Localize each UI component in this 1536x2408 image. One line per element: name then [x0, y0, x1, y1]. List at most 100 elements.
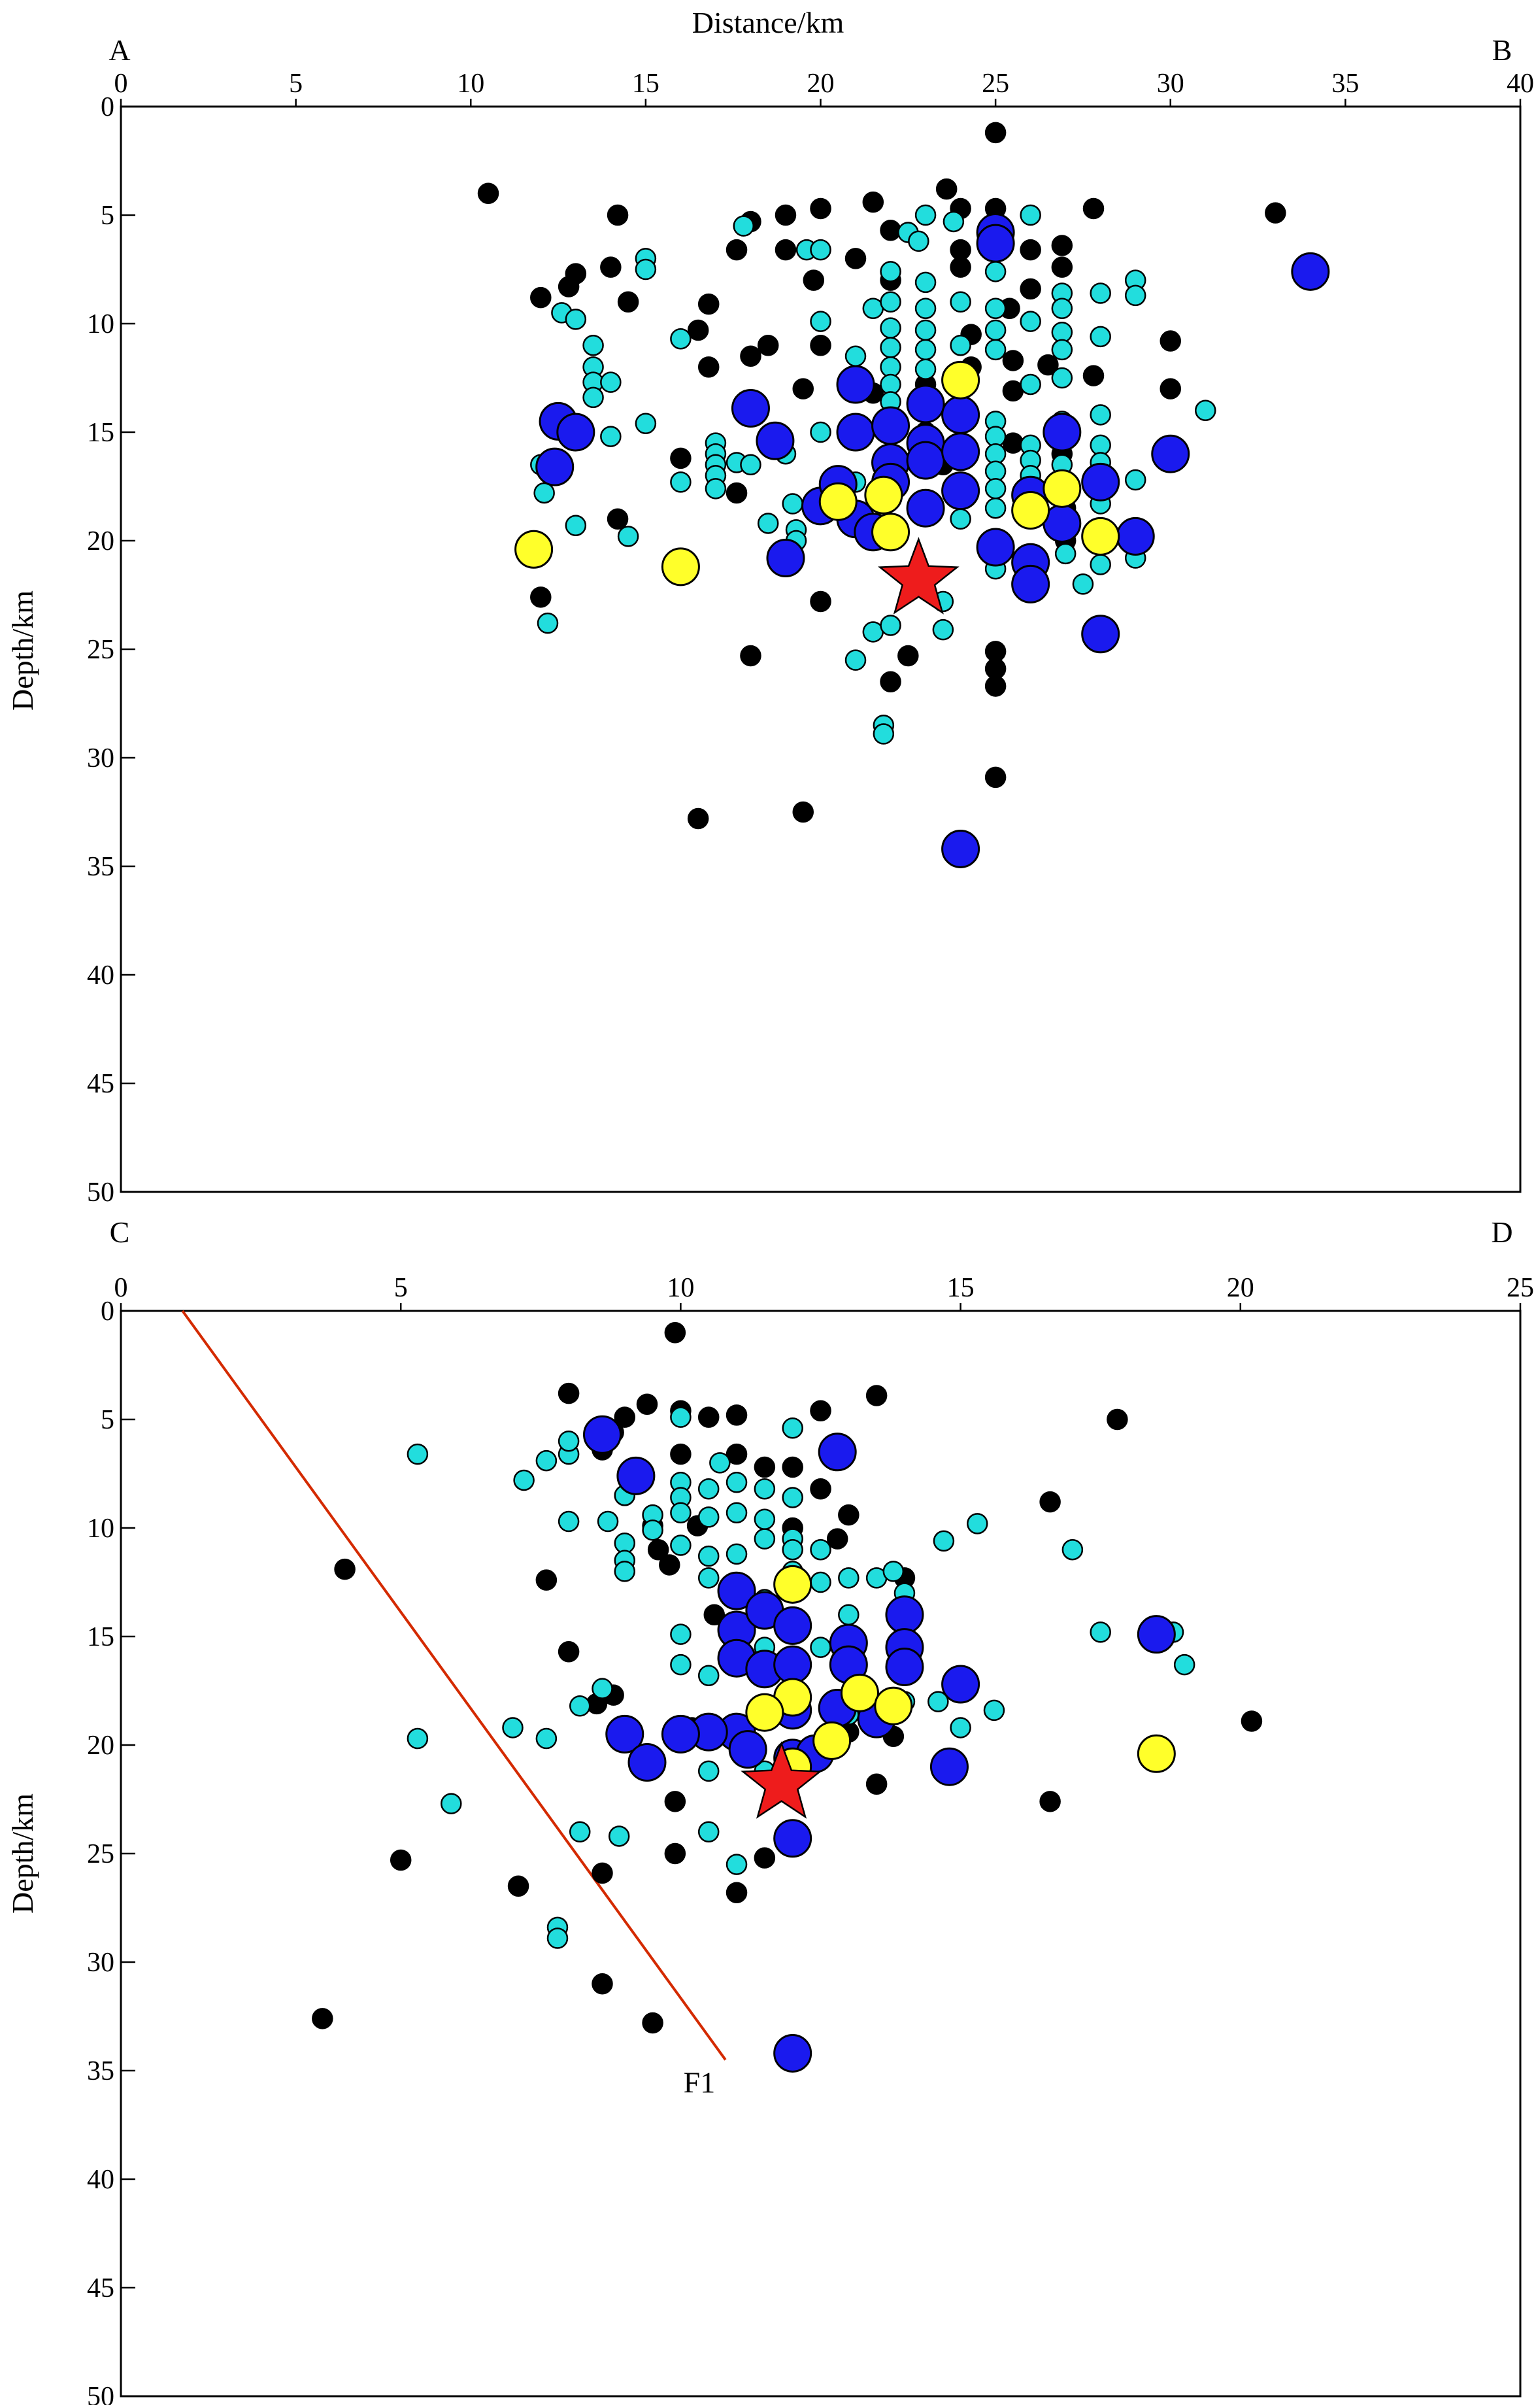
small-cyan-event-point	[908, 230, 929, 252]
small-cyan-event-point	[558, 1430, 580, 1452]
small-cyan-event-point	[697, 1545, 720, 1567]
panel-c-d-fault: F1	[181, 1310, 727, 2099]
small-black-event-point	[1039, 1491, 1061, 1513]
small-cyan-event-point	[914, 358, 937, 380]
small-black-event-point	[647, 1538, 669, 1561]
small-black-event-point	[740, 645, 761, 667]
large-yellow-event-point	[812, 1721, 852, 1760]
small-black-event-point	[865, 1773, 888, 1795]
small-cyan-event-point	[844, 345, 867, 367]
x-tick-label: 40	[1507, 69, 1534, 99]
small-cyan-event-point	[810, 1636, 831, 1658]
small-black-event-point	[642, 2012, 663, 2034]
large-blue-event-point	[717, 1571, 756, 1610]
small-black-event-point	[838, 1504, 860, 1526]
small-black-event-point	[670, 447, 692, 469]
small-black-event-point	[826, 1528, 848, 1550]
small-cyan-event-point	[782, 1417, 803, 1439]
small-black-event-point	[1160, 378, 1181, 399]
small-cyan-event-point	[882, 1561, 905, 1582]
small-cyan-event-point	[1072, 573, 1094, 595]
small-cyan-event-point	[670, 1653, 692, 1676]
small-cyan-event-point	[670, 1623, 692, 1645]
y-tick-label: 35	[87, 2056, 114, 2086]
x-tick-label: 10	[667, 1273, 694, 1303]
large-yellow-event-point	[661, 547, 700, 586]
large-blue-event-point	[535, 447, 575, 486]
large-blue-event-point	[941, 829, 980, 868]
small-cyan-event-point	[984, 319, 1007, 341]
small-cyan-event-point	[1090, 326, 1111, 348]
x-tick-label: 15	[632, 69, 659, 99]
small-cyan-event-point	[984, 297, 1007, 320]
y-tick-label: 10	[87, 1514, 114, 1544]
small-black-event-point	[810, 334, 831, 356]
x-tick-label: 25	[982, 69, 1009, 99]
panel-c-d: C D Depth/km F1 0 5 10 15 20 25 0 5 10 15 20 25 30 35…	[6, 1215, 1534, 2408]
small-cyan-event-point	[914, 297, 937, 320]
small-cyan-event-point	[670, 471, 692, 493]
small-cyan-event-point	[670, 1406, 692, 1428]
large-blue-event-point	[885, 1595, 924, 1635]
large-blue-event-point	[605, 1714, 644, 1754]
large-blue-event-point	[941, 471, 980, 511]
panel-a-b-end-label: B	[1492, 33, 1512, 67]
small-cyan-event-point	[810, 421, 831, 443]
small-black-event-point	[390, 1849, 412, 1871]
y-tick-label: 30	[87, 1948, 114, 1978]
mainshock-star	[878, 537, 960, 615]
large-blue-event-point	[906, 441, 945, 480]
small-cyan-event-point	[441, 1793, 462, 1814]
small-black-event-point	[1051, 235, 1073, 256]
small-black-event-point	[664, 1791, 686, 1812]
y-tick-label: 45	[87, 1069, 114, 1099]
small-black-event-point	[880, 219, 901, 241]
small-black-event-point	[614, 1406, 636, 1428]
large-blue-event-point	[871, 406, 910, 445]
small-cyan-event-point	[1051, 339, 1073, 361]
small-cyan-event-point	[617, 526, 639, 547]
small-cyan-event-point	[569, 1821, 591, 1843]
large-yellow-event-point	[840, 1673, 879, 1712]
small-cyan-event-point	[862, 621, 884, 643]
small-cyan-event-point	[1090, 554, 1111, 575]
small-cyan-event-point	[600, 371, 622, 393]
small-black-event-point	[1082, 197, 1105, 220]
small-cyan-event-point	[914, 271, 937, 294]
small-black-event-point	[984, 675, 1007, 697]
small-cyan-event-point	[838, 1567, 860, 1589]
small-cyan-event-point	[1051, 297, 1073, 320]
panel-c-d-tick-labels: 0 5 10 15 20 25 0 5 10 15 20 25 30 35 40 45 50	[87, 1273, 1534, 2408]
mainshock-star	[741, 1741, 822, 1819]
large-blue-event-point	[1011, 564, 1050, 603]
small-cyan-event-point	[726, 1543, 748, 1565]
panel-c-d-end-label: D	[1491, 1215, 1512, 1249]
large-blue-event-point	[583, 1415, 622, 1454]
small-black-event-point	[740, 345, 761, 367]
small-cyan-event-point	[726, 1472, 748, 1493]
small-cyan-event-point	[1124, 469, 1146, 491]
small-cyan-event-point	[642, 1519, 663, 1541]
large-yellow-event-point	[514, 530, 554, 569]
small-black-event-point	[558, 1640, 580, 1663]
small-cyan-event-point	[782, 493, 803, 515]
y-tick-label: 15	[87, 418, 114, 448]
small-black-event-point	[865, 1385, 888, 1406]
small-black-event-point	[670, 1443, 692, 1465]
large-blue-event-point	[731, 388, 770, 428]
small-black-event-point	[726, 239, 748, 261]
small-black-event-point	[530, 286, 552, 309]
large-yellow-event-point	[864, 475, 903, 515]
small-cyan-event-point	[914, 339, 937, 361]
panel-a-b-start-label: A	[109, 33, 130, 67]
small-black-event-point	[810, 590, 831, 613]
small-black-event-point	[664, 1321, 686, 1344]
x-tick-label: 0	[114, 69, 128, 99]
y-tick-label: 10	[87, 309, 114, 339]
small-cyan-event-point	[697, 1821, 720, 1843]
small-cyan-event-point	[880, 317, 901, 339]
panel-a-b-events	[477, 122, 1330, 868]
y-tick-label: 35	[87, 852, 114, 882]
